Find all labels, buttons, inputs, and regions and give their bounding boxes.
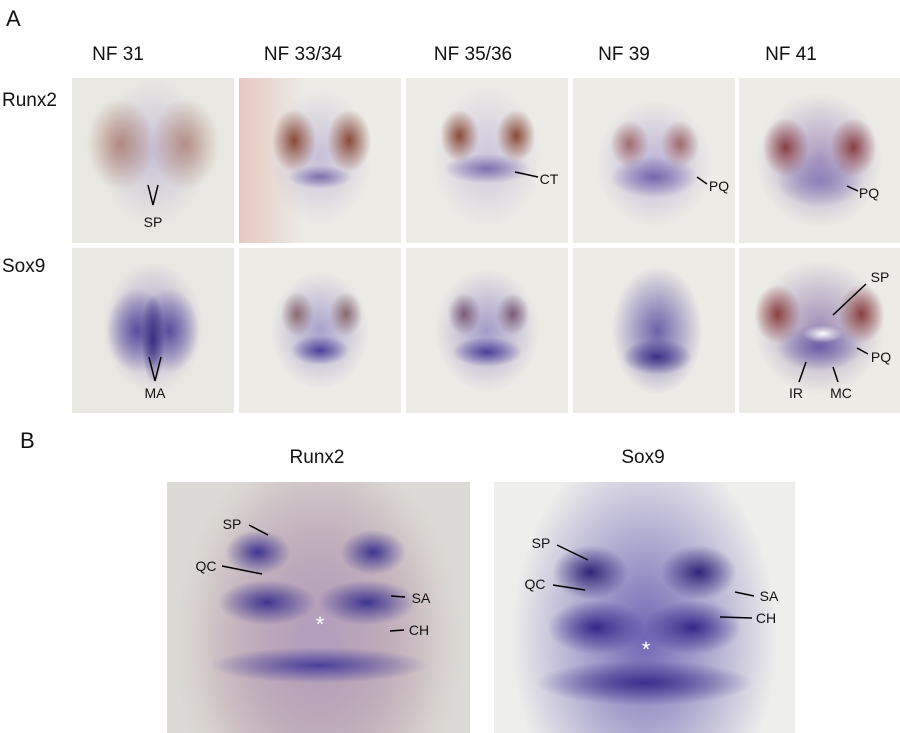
label-sp: SP bbox=[870, 269, 890, 285]
row-label-runx2: Runx2 bbox=[2, 90, 57, 111]
image-runx2-nf35-36 bbox=[406, 78, 568, 243]
label-sp: SP bbox=[531, 535, 551, 551]
column-header-nf33-34: NF 33/34 bbox=[263, 44, 343, 65]
image-runx2-nf39 bbox=[573, 78, 735, 243]
label-sp: SP bbox=[222, 516, 242, 532]
label-ch: CH bbox=[755, 610, 777, 626]
label-ma: MA bbox=[144, 385, 166, 401]
column-header-runx2: Runx2 bbox=[289, 447, 345, 468]
image-runx2-nf41 bbox=[739, 78, 900, 243]
label-sp: SP bbox=[143, 214, 163, 230]
image-runx2-nf33-34 bbox=[239, 78, 401, 243]
image-sox9-nf39 bbox=[573, 248, 735, 413]
row-label-sox9: Sox9 bbox=[2, 256, 46, 277]
label-pq: PQ bbox=[858, 185, 880, 201]
image-sox9-ventral bbox=[494, 482, 795, 733]
asterisk-marker: * bbox=[641, 637, 651, 662]
asterisk-marker: * bbox=[315, 612, 325, 637]
column-header-nf31: NF 31 bbox=[92, 44, 144, 65]
panel-label-b: B bbox=[20, 428, 35, 453]
label-pq: PQ bbox=[708, 178, 730, 194]
image-sox9-nf31 bbox=[72, 248, 234, 413]
label-ct: CT bbox=[539, 171, 559, 187]
panel-label-a: A bbox=[6, 6, 21, 31]
label-ch: CH bbox=[408, 622, 430, 638]
label-mc: MC bbox=[830, 385, 852, 401]
image-sox9-nf33-34 bbox=[239, 248, 401, 413]
label-sa: SA bbox=[411, 590, 431, 606]
image-sox9-nf35-36 bbox=[406, 248, 568, 413]
label-sa: SA bbox=[759, 588, 779, 604]
label-ir: IR bbox=[789, 385, 803, 401]
column-header-nf35-36: NF 35/36 bbox=[433, 44, 513, 65]
label-pq: PQ bbox=[870, 349, 892, 365]
label-qc: QC bbox=[195, 558, 217, 574]
column-header-nf39: NF 39 bbox=[598, 44, 650, 65]
column-header-nf41: NF 41 bbox=[765, 44, 817, 65]
image-sox9-nf41 bbox=[739, 248, 900, 413]
column-header-sox9: Sox9 bbox=[621, 447, 665, 468]
image-runx2-nf31 bbox=[72, 78, 234, 243]
label-qc: QC bbox=[524, 576, 546, 592]
image-runx2-ventral bbox=[167, 482, 470, 733]
